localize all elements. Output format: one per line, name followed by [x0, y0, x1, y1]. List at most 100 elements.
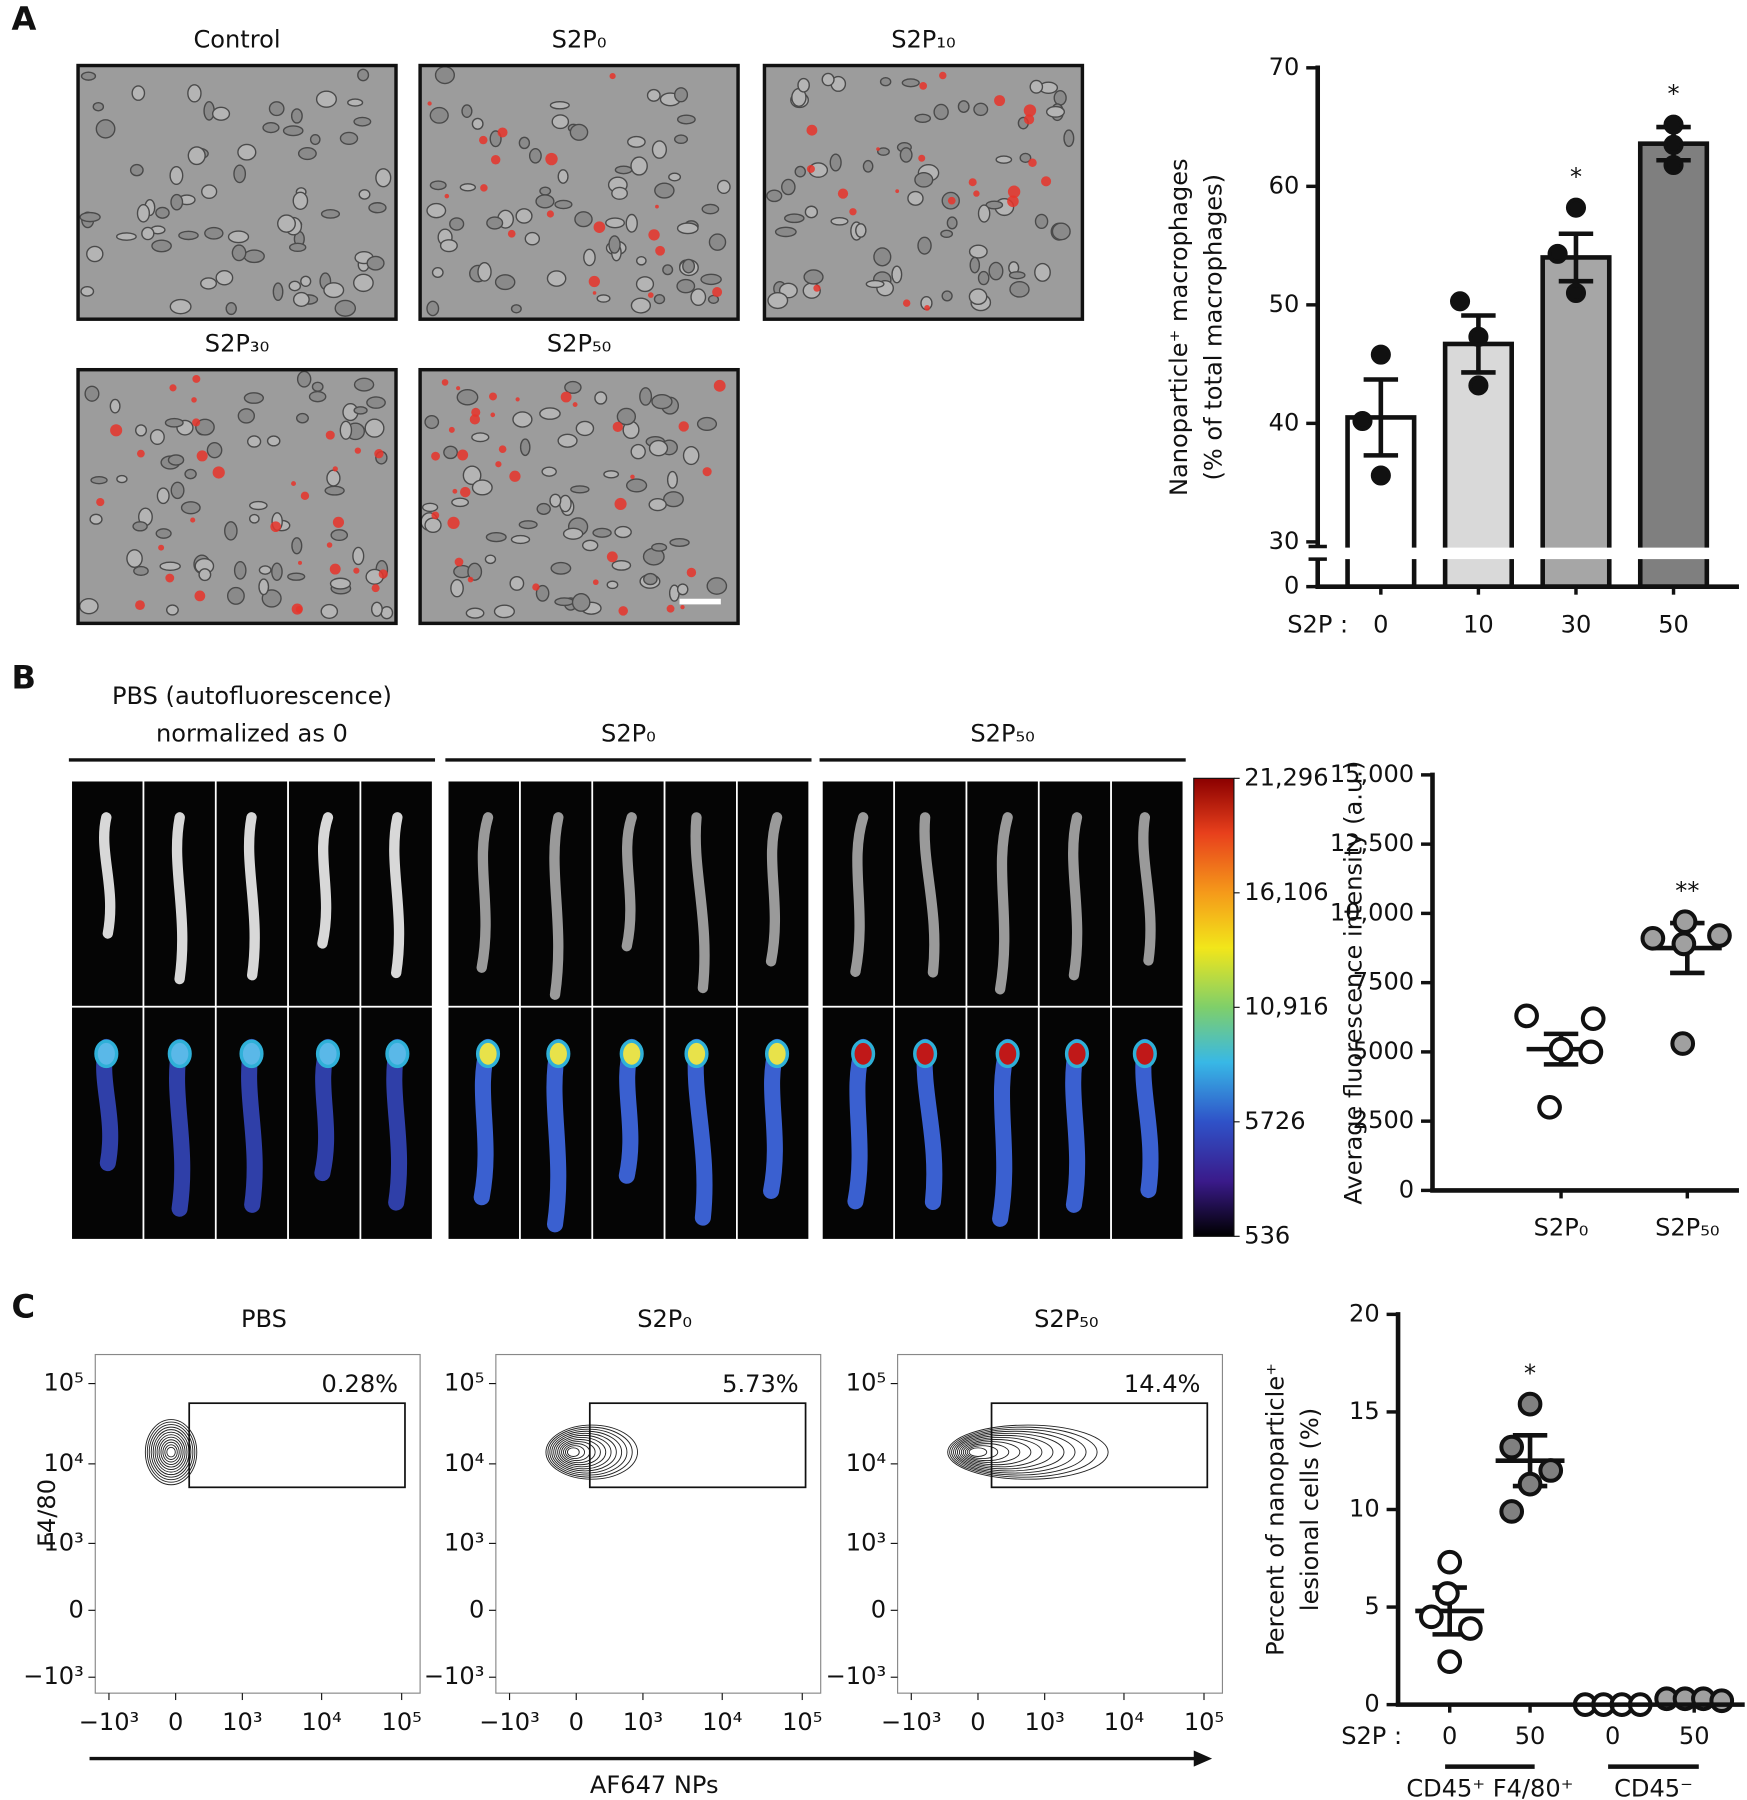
cell: [180, 501, 201, 515]
cell: [554, 597, 575, 607]
data-point: [1578, 1039, 1604, 1065]
nanoparticle-signal: [813, 284, 821, 292]
gate: [990, 1402, 1209, 1489]
contour: [958, 1436, 1043, 1468]
nanoparticle-signal: [924, 305, 930, 311]
cell: [424, 517, 442, 533]
cell: [829, 153, 842, 172]
cell: [583, 248, 596, 267]
cell: [570, 485, 590, 494]
x-tick-label: 10³: [222, 1708, 262, 1736]
cell: [424, 414, 440, 430]
nanoparticle-signal: [353, 567, 360, 574]
nanoparticle-signal: [1028, 158, 1037, 168]
colorbar-tick-label: 536: [1244, 1221, 1290, 1249]
cell: [608, 235, 621, 254]
x-tick-label: −10³: [881, 1708, 942, 1736]
cell: [204, 226, 224, 240]
cell: [357, 68, 370, 82]
contour: [953, 1430, 1076, 1474]
nanoparticle-signal: [902, 299, 911, 307]
nanoparticle-signal: [919, 82, 928, 90]
nanoparticle-signal: [431, 451, 440, 461]
nanoparticle-signal: [560, 391, 572, 403]
y-tick-label: 10: [1349, 1494, 1380, 1522]
nanoparticle-signal: [507, 229, 516, 238]
nanoparticle-signal: [612, 421, 623, 433]
cell: [1034, 213, 1049, 230]
cell: [899, 147, 913, 163]
nanoparticle-signal: [431, 511, 440, 520]
cell: [84, 385, 100, 402]
micrograph-border: [418, 367, 740, 626]
cell: [92, 101, 105, 112]
micrograph: [78, 65, 397, 320]
cell: [557, 433, 578, 448]
panel-label: B: [11, 659, 36, 697]
cell: [426, 202, 447, 219]
cell: [682, 258, 696, 274]
aorta-hotspot: [315, 1039, 341, 1069]
x-tick-label: S2P₅₀: [1655, 1213, 1719, 1241]
cell: [187, 84, 202, 103]
y-axis-label: Percent of nanoparticle⁺: [1261, 1363, 1289, 1656]
nanoparticle-signal: [135, 600, 145, 611]
cell: [288, 242, 307, 253]
cell: [977, 204, 991, 223]
cell: [109, 398, 121, 414]
y-tick-label: 10,000: [1330, 898, 1414, 926]
cell: [315, 90, 337, 108]
nanoparticle-signal: [498, 445, 507, 453]
cell: [203, 100, 215, 121]
cell: [536, 502, 551, 515]
x-tick-label: 10⁴: [1104, 1708, 1144, 1736]
nanoparticle-signal: [509, 470, 521, 482]
data-point: [1548, 1036, 1574, 1062]
cell: [206, 441, 223, 459]
cell: [170, 481, 185, 500]
cell: [485, 532, 507, 543]
panel-label: C: [11, 1288, 35, 1326]
y-tick-label: 70: [1269, 53, 1300, 81]
cell: [431, 267, 444, 279]
cell: [625, 213, 638, 233]
y-tick-label: 0: [871, 1595, 886, 1623]
cell: [165, 604, 179, 616]
aorta-gray: [549, 812, 564, 1000]
cell: [195, 418, 215, 436]
aorta-hotspot: [167, 1039, 192, 1069]
cell: [330, 529, 349, 542]
nanoparticle-signal: [196, 450, 208, 462]
contour: [164, 1444, 178, 1460]
aorta-gray: [690, 812, 710, 994]
data-point: [1709, 1688, 1735, 1714]
cell: [366, 396, 386, 409]
aorta-heatmap: [687, 1038, 713, 1226]
aorta-hotspot: [385, 1039, 410, 1069]
cell: [873, 247, 892, 267]
contour: [555, 1434, 612, 1470]
cell: [471, 432, 490, 443]
y-tick-label: 5000: [1353, 1037, 1414, 1065]
nanoparticle-signal: [546, 210, 554, 218]
cell: [879, 77, 892, 87]
cell: [515, 208, 533, 224]
nanoparticle-signal: [457, 449, 469, 461]
colorbar-tick-label: 5726: [1244, 1107, 1305, 1135]
cell: [459, 183, 477, 192]
group-header: S2P₅₀: [970, 720, 1034, 748]
cell: [282, 125, 304, 137]
cell: [592, 527, 612, 538]
cell: [605, 217, 625, 229]
cell: [323, 282, 345, 299]
cell: [95, 119, 116, 139]
cell: [226, 586, 245, 605]
cell: [510, 534, 531, 545]
cell: [116, 474, 128, 484]
cell: [562, 527, 584, 540]
nanoparticle-signal: [270, 521, 282, 533]
cell: [551, 114, 570, 130]
cell: [300, 275, 312, 287]
micrograph-border: [418, 63, 740, 321]
cell: [156, 487, 170, 505]
